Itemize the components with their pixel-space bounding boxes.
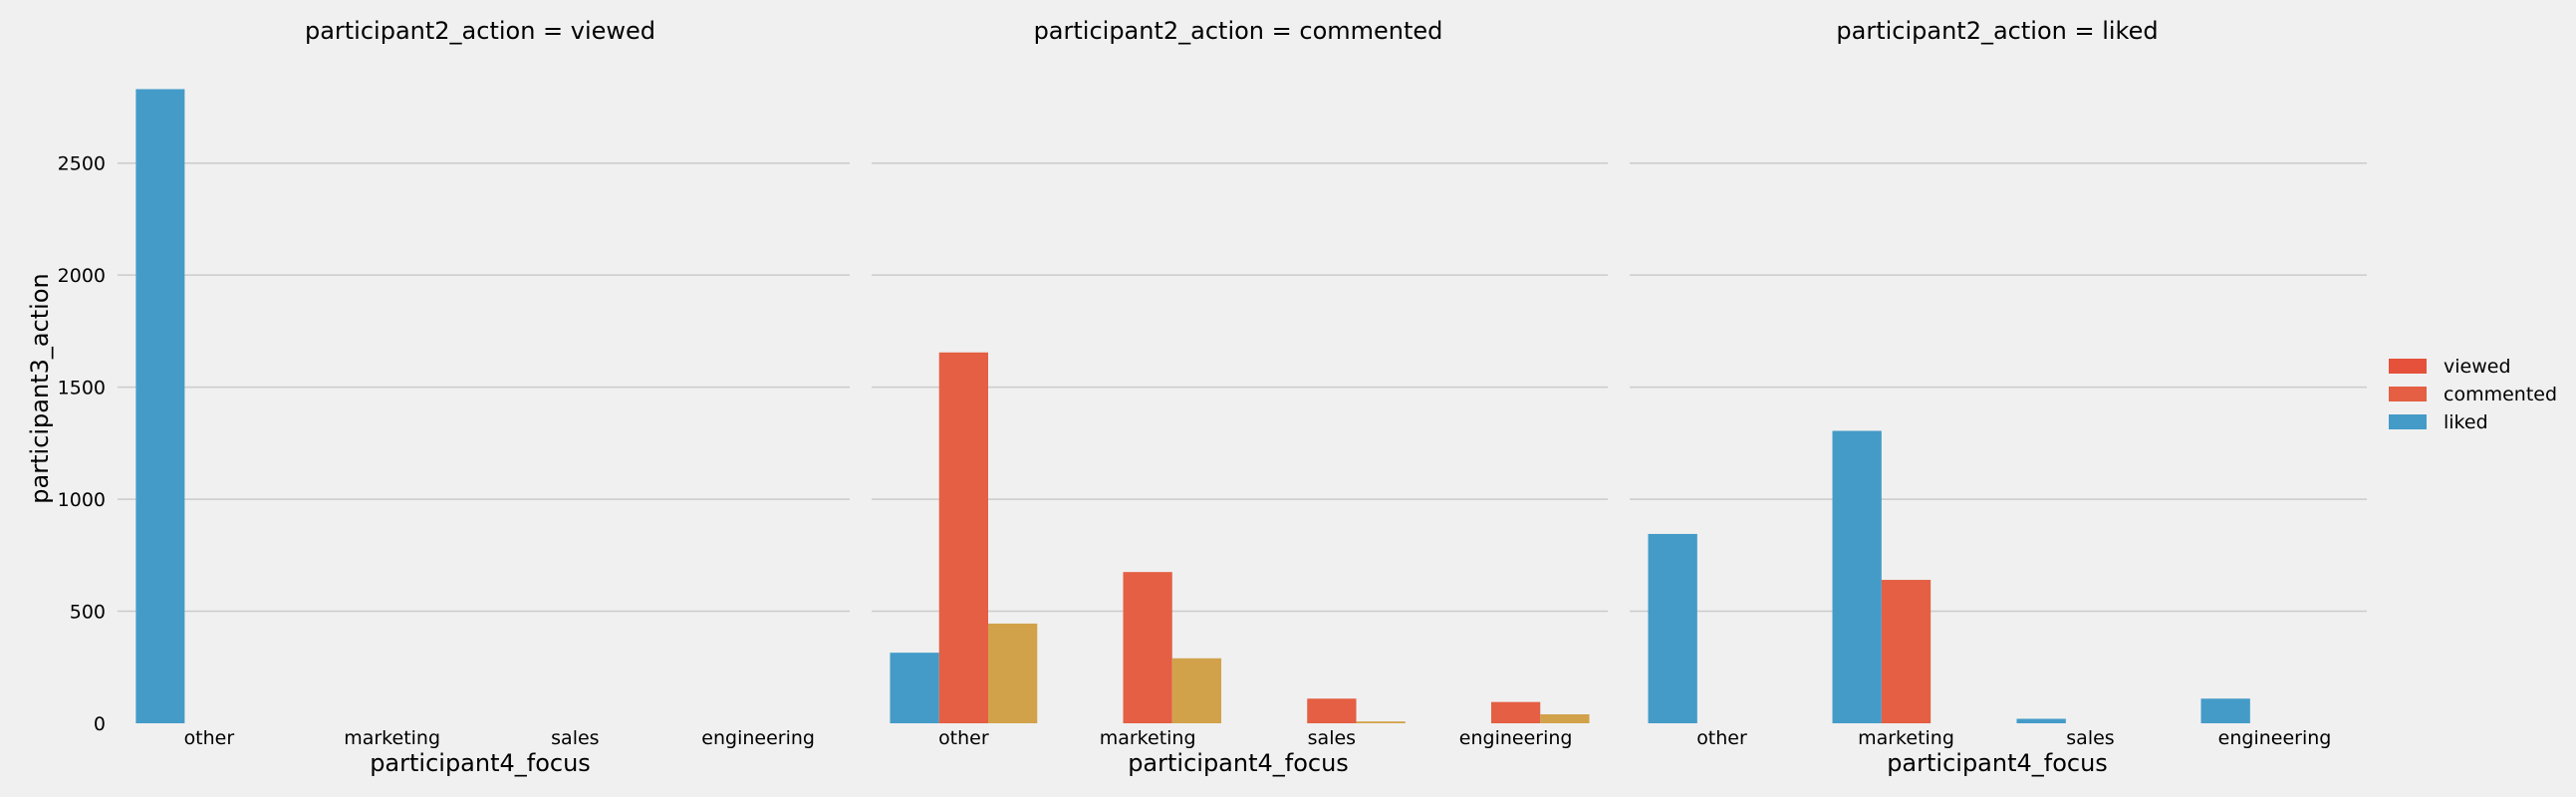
bars (135, 89, 185, 723)
x-tick-label: marketing (1100, 727, 1196, 749)
panel-viewed: other marketing sales engineering 0 500 1000 1… (58, 17, 850, 777)
legend-swatch-viewed (2389, 359, 2427, 374)
y-tick-label: 2500 (58, 153, 106, 175)
x-tick-label: marketing (1858, 727, 1954, 749)
bar-commented-other (938, 352, 989, 723)
bar-viewed-sales (1356, 721, 1406, 723)
bars (1648, 430, 2250, 723)
y-tick-label: 1500 (58, 378, 106, 399)
gridlines (1630, 161, 2367, 613)
x-tick-label: sales (551, 727, 599, 749)
y-tick-labels: 0 500 1000 1500 2000 2500 (58, 153, 106, 735)
x-tick-label: other (184, 727, 235, 749)
bar-liked-other (1648, 533, 1697, 723)
x-tick-labels: other marketing sales engineering (1696, 727, 2331, 749)
y-tick-label: 500 (70, 602, 106, 624)
x-tick-label: sales (1308, 727, 1356, 749)
panel-title: participant2_action = liked (1836, 17, 2158, 45)
legend-swatch-liked (2389, 414, 2427, 429)
bar-commented-sales (1307, 698, 1357, 723)
y-axis-label: participant3_action (26, 273, 54, 503)
x-tick-labels: other marketing sales engineering (938, 727, 1572, 749)
x-tick-labels: other marketing sales engineering (184, 727, 815, 749)
panel-liked: other marketing sales engineering participa… (1630, 17, 2367, 777)
x-axis-label: participant4_focus (370, 749, 591, 777)
panel-title: participant2_action = viewed (305, 17, 655, 45)
bar-liked-marketing (1832, 430, 1882, 723)
x-axis-label: participant4_focus (1887, 749, 2108, 777)
panel-title: participant2_action = commented (1034, 17, 1443, 45)
x-tick-label: sales (2066, 727, 2114, 749)
legend: viewed commented liked (2389, 356, 2557, 433)
bar-liked-engineering (2200, 698, 2250, 723)
bar-commented-engineering (1490, 701, 1541, 723)
legend-label-liked: liked (2444, 411, 2488, 433)
y-tick-label: 2000 (58, 265, 106, 287)
x-tick-label: engineering (2218, 727, 2332, 749)
x-axis-label: participant4_focus (1128, 749, 1349, 777)
bar-viewed-other (988, 623, 1038, 723)
bar-liked-other (890, 653, 939, 723)
x-tick-label: other (1696, 727, 1747, 749)
legend-swatch-commented (2389, 387, 2427, 401)
gridlines (118, 161, 850, 613)
x-tick-label: other (938, 727, 989, 749)
bars (890, 352, 1590, 723)
legend-label-commented: commented (2444, 384, 2557, 405)
gridlines (872, 161, 1608, 613)
y-tick-label: 1000 (58, 489, 106, 511)
bar-viewed-marketing (1171, 658, 1222, 723)
y-tick-label: 0 (94, 713, 106, 735)
x-tick-label: engineering (701, 727, 815, 749)
bar-viewed-engineering (1540, 714, 1590, 723)
x-tick-label: marketing (344, 727, 440, 749)
panel-commented: other marketing sales engineering participa… (872, 17, 1608, 777)
x-tick-label: engineering (1459, 727, 1573, 749)
bar-commented-marketing (1123, 572, 1172, 723)
bar-liked-other (135, 89, 185, 723)
bar-commented-marketing (1881, 580, 1932, 723)
bar-liked-sales (2016, 718, 2066, 723)
legend-label-viewed: viewed (2444, 356, 2511, 378)
